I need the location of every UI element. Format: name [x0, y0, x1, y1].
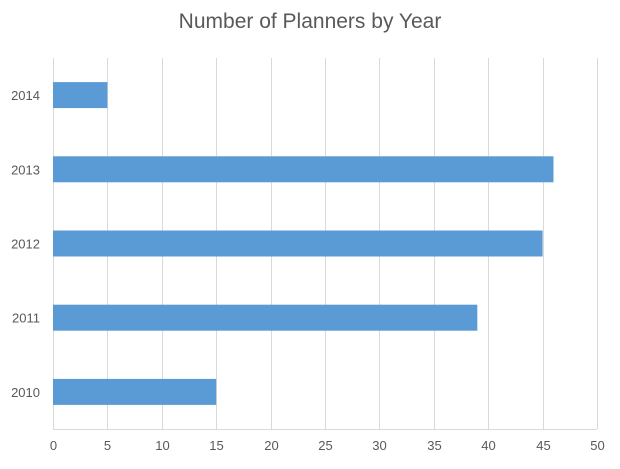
bar-2012 [53, 230, 543, 257]
x-tick-label: 0 [50, 438, 57, 453]
x-tick-label: 45 [536, 438, 550, 453]
x-tick-label: 50 [590, 438, 604, 453]
y-tick-label: 2013 [11, 162, 40, 177]
bar-2011 [53, 304, 478, 331]
x-tick-label: 10 [155, 438, 169, 453]
chart-title: Number of Planners by Year [178, 10, 442, 33]
x-tick-label: 30 [372, 438, 386, 453]
x-tick-label: 5 [104, 438, 111, 453]
y-tick-label: 2011 [12, 311, 40, 326]
x-tick-label: 15 [209, 438, 223, 453]
bar-2013 [53, 156, 554, 183]
x-tick-label: 35 [427, 438, 441, 453]
x-tick-label: 40 [481, 438, 495, 453]
y-tick-label: 2010 [11, 385, 40, 400]
y-tick-label: 2012 [11, 237, 40, 252]
x-tick-label: 20 [264, 438, 278, 453]
bar-2010 [53, 378, 217, 405]
bar-2014 [53, 82, 108, 109]
x-tick-label: 25 [318, 438, 332, 453]
y-tick-label: 2014 [11, 88, 40, 103]
